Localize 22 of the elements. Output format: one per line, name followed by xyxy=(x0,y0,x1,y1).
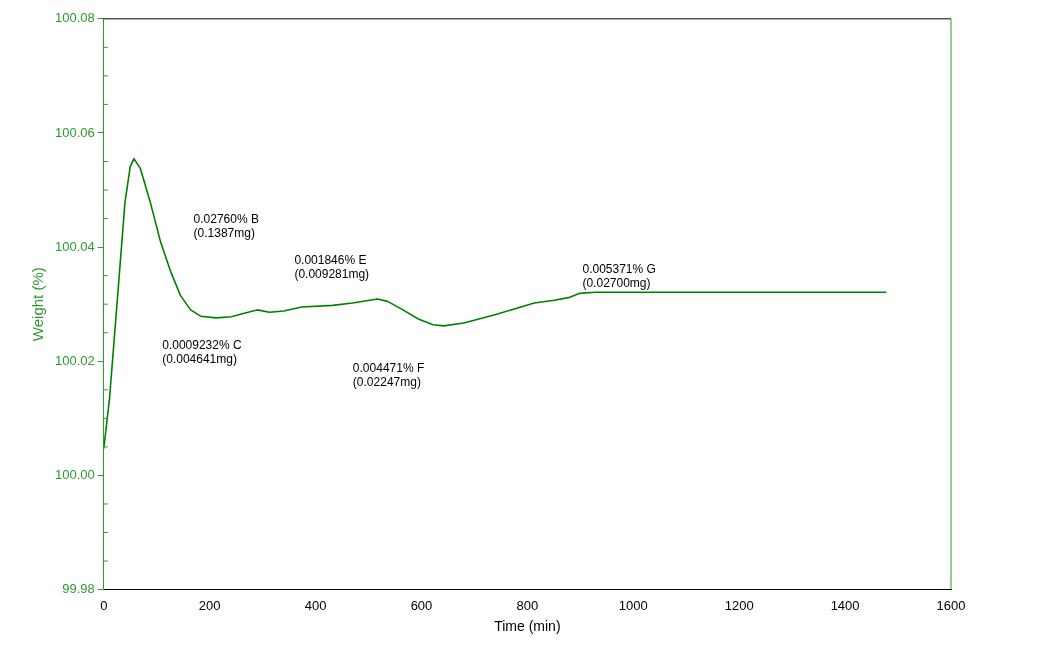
x-tick-label: 1600 xyxy=(936,597,966,613)
x-tick-label: 600 xyxy=(410,597,433,613)
x-tick-label: 800 xyxy=(516,597,539,613)
x-tick-label: 1400 xyxy=(830,597,860,613)
y-axis-title: Weight (%) xyxy=(29,267,47,342)
x-tick-label: 1200 xyxy=(724,597,754,613)
y-tick-label: 100.00 xyxy=(55,467,95,483)
y-tick-label: 100.04 xyxy=(55,238,95,254)
y-tick-label: 100.06 xyxy=(55,124,95,140)
annotation: 0.004471% F (0.02247mg) xyxy=(352,361,425,390)
annotation: 0.0009232% C (0.004641mg) xyxy=(162,337,242,366)
annotation: 0.005371% G (0.02700mg) xyxy=(582,261,656,290)
x-tick-label: 0 xyxy=(100,597,108,613)
y-tick-label: 100.08 xyxy=(55,10,95,26)
annotation: 0.001846% E (0.009281mg) xyxy=(294,252,370,281)
annotation: 0.02760% B (0.1387mg) xyxy=(193,212,259,241)
y-tick-label: 100.02 xyxy=(55,352,95,368)
x-tick-label: 400 xyxy=(304,597,327,613)
x-tick-label: 200 xyxy=(198,597,221,613)
x-axis-title: Time (min) xyxy=(494,618,561,635)
y-tick-label: 99.98 xyxy=(62,581,95,597)
x-tick-label: 1000 xyxy=(618,597,648,613)
